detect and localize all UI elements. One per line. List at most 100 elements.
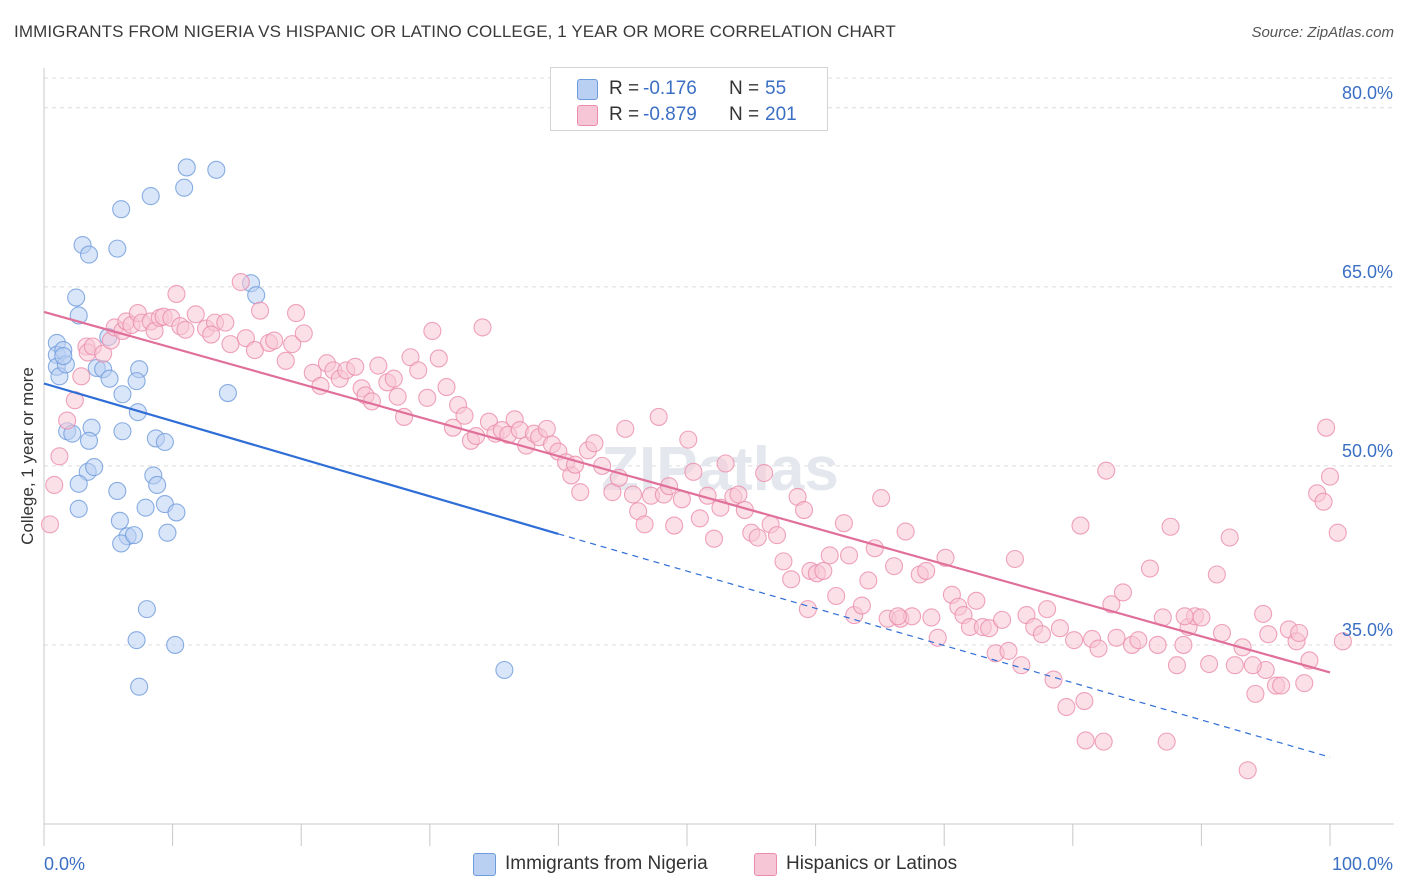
data-point (247, 286, 266, 305)
legend-swatch-nigeria (577, 79, 598, 100)
data-point (218, 384, 237, 403)
data-point (980, 619, 999, 638)
data-point (167, 284, 186, 304)
data-point (79, 431, 99, 450)
data-point (108, 239, 127, 258)
legend-row-hispanic: R = -0.879 N = 201 (551, 102, 827, 128)
data-point (1089, 639, 1108, 658)
tick-labels: 35.0% 50.0% 65.0% 80.0% 0.0% 100.0% (44, 83, 1393, 874)
data-point (388, 387, 407, 406)
data-point (999, 641, 1018, 660)
data-point (250, 301, 270, 320)
data-point (1032, 625, 1051, 644)
data-point (827, 586, 846, 606)
data-point (186, 305, 205, 324)
data-point (1212, 623, 1232, 643)
data-point (54, 346, 73, 366)
data-point (1038, 600, 1057, 619)
data-point (287, 304, 306, 323)
data-point (455, 406, 474, 425)
data-point (1167, 656, 1187, 675)
data-point (1220, 528, 1239, 547)
data-point (130, 677, 149, 696)
data-point (1076, 731, 1095, 750)
data-point (175, 178, 194, 197)
data-point (1113, 583, 1133, 602)
data-point (136, 498, 155, 517)
data-point (443, 418, 462, 437)
data-point (40, 515, 60, 534)
x-tick-label-min: 0.0% (44, 854, 85, 874)
trend-lines (43, 310, 1331, 758)
data-point (820, 546, 839, 565)
data-point (748, 528, 767, 547)
data-point (207, 160, 226, 179)
data-point (936, 548, 955, 567)
data-point (1320, 467, 1340, 486)
data-point (245, 341, 264, 360)
chart-source: Source: ZipAtlas.com (1251, 24, 1394, 41)
data-point (177, 158, 196, 177)
grid-lines (44, 77, 1394, 646)
data-point (1140, 559, 1160, 578)
data-point (231, 272, 250, 292)
data-point (137, 600, 156, 619)
data-point (124, 526, 144, 545)
data-point (1071, 516, 1090, 535)
data-point (1290, 623, 1309, 643)
bottom-legend-nigeria: Immigrants from Nigeria (473, 852, 733, 878)
data-point (166, 635, 185, 654)
data-point (1044, 670, 1063, 689)
data-point (1012, 656, 1031, 675)
data-point (684, 462, 703, 481)
data-point (265, 331, 284, 350)
y-tick-label: 80.0% (1342, 83, 1393, 103)
data-point (346, 357, 365, 376)
data-point (1102, 595, 1121, 614)
data-point (409, 361, 428, 380)
data-point (495, 660, 514, 680)
data-point (58, 411, 77, 430)
data-point (872, 489, 891, 508)
data-point (729, 485, 748, 504)
data-point (839, 546, 859, 565)
data-point (1328, 523, 1347, 542)
trend-line (43, 310, 1331, 674)
data-point (993, 610, 1012, 629)
data-point (85, 458, 104, 477)
legend-n-value: 55 (765, 78, 787, 99)
data-point (884, 557, 904, 576)
data-point (67, 288, 86, 307)
data-point (1317, 418, 1336, 437)
data-point (1050, 619, 1069, 638)
data-point (704, 529, 724, 548)
data-point (1314, 492, 1333, 511)
data-point (635, 515, 654, 534)
data-point (1238, 761, 1257, 780)
legend-n-label: N = (729, 104, 760, 125)
legend-n-label: N = (729, 78, 760, 99)
data-point (1094, 732, 1113, 751)
data-point (155, 432, 174, 452)
data-point (423, 321, 442, 341)
data-point (1148, 635, 1167, 654)
data-point (148, 475, 167, 495)
data-point (1075, 691, 1094, 711)
bottom-legend-label-nigeria: Immigrants from Nigeria (505, 853, 708, 874)
data-point (1192, 608, 1211, 627)
data-point (72, 367, 91, 386)
trend-line (43, 382, 559, 535)
data-point (221, 335, 240, 354)
data-point (1129, 631, 1148, 650)
data-point (782, 570, 801, 589)
data-point (922, 608, 941, 627)
data-point (79, 245, 99, 264)
data-point (665, 516, 684, 535)
data-point (158, 523, 177, 542)
bottom-legend-hispanic: Hispanics or Latinos (754, 852, 984, 878)
data-point (128, 403, 147, 422)
data-point (928, 628, 947, 647)
legend-r-label: R = (609, 78, 640, 99)
data-point (1200, 654, 1219, 674)
